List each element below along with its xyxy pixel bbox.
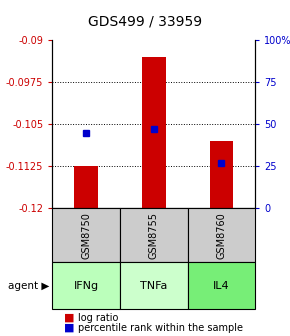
- FancyBboxPatch shape: [188, 208, 255, 262]
- Bar: [74, 166, 98, 208]
- FancyBboxPatch shape: [120, 208, 188, 262]
- Text: GSM8755: GSM8755: [149, 212, 159, 259]
- Text: IFNg: IFNg: [73, 281, 99, 291]
- Bar: [209, 141, 233, 208]
- Text: GSM8760: GSM8760: [216, 212, 226, 259]
- Text: GSM8750: GSM8750: [81, 212, 91, 259]
- Text: agent ▶: agent ▶: [8, 281, 49, 291]
- Text: IL4: IL4: [213, 281, 230, 291]
- FancyBboxPatch shape: [188, 262, 255, 309]
- Text: percentile rank within the sample: percentile rank within the sample: [78, 323, 243, 333]
- FancyBboxPatch shape: [120, 262, 188, 309]
- Text: log ratio: log ratio: [78, 312, 119, 323]
- Text: ■: ■: [64, 312, 74, 323]
- Text: ■: ■: [64, 323, 74, 333]
- Text: TNFa: TNFa: [140, 281, 167, 291]
- Bar: [142, 57, 166, 208]
- Text: GDS499 / 33959: GDS499 / 33959: [88, 15, 202, 29]
- FancyBboxPatch shape: [52, 262, 120, 309]
- FancyBboxPatch shape: [52, 208, 120, 262]
